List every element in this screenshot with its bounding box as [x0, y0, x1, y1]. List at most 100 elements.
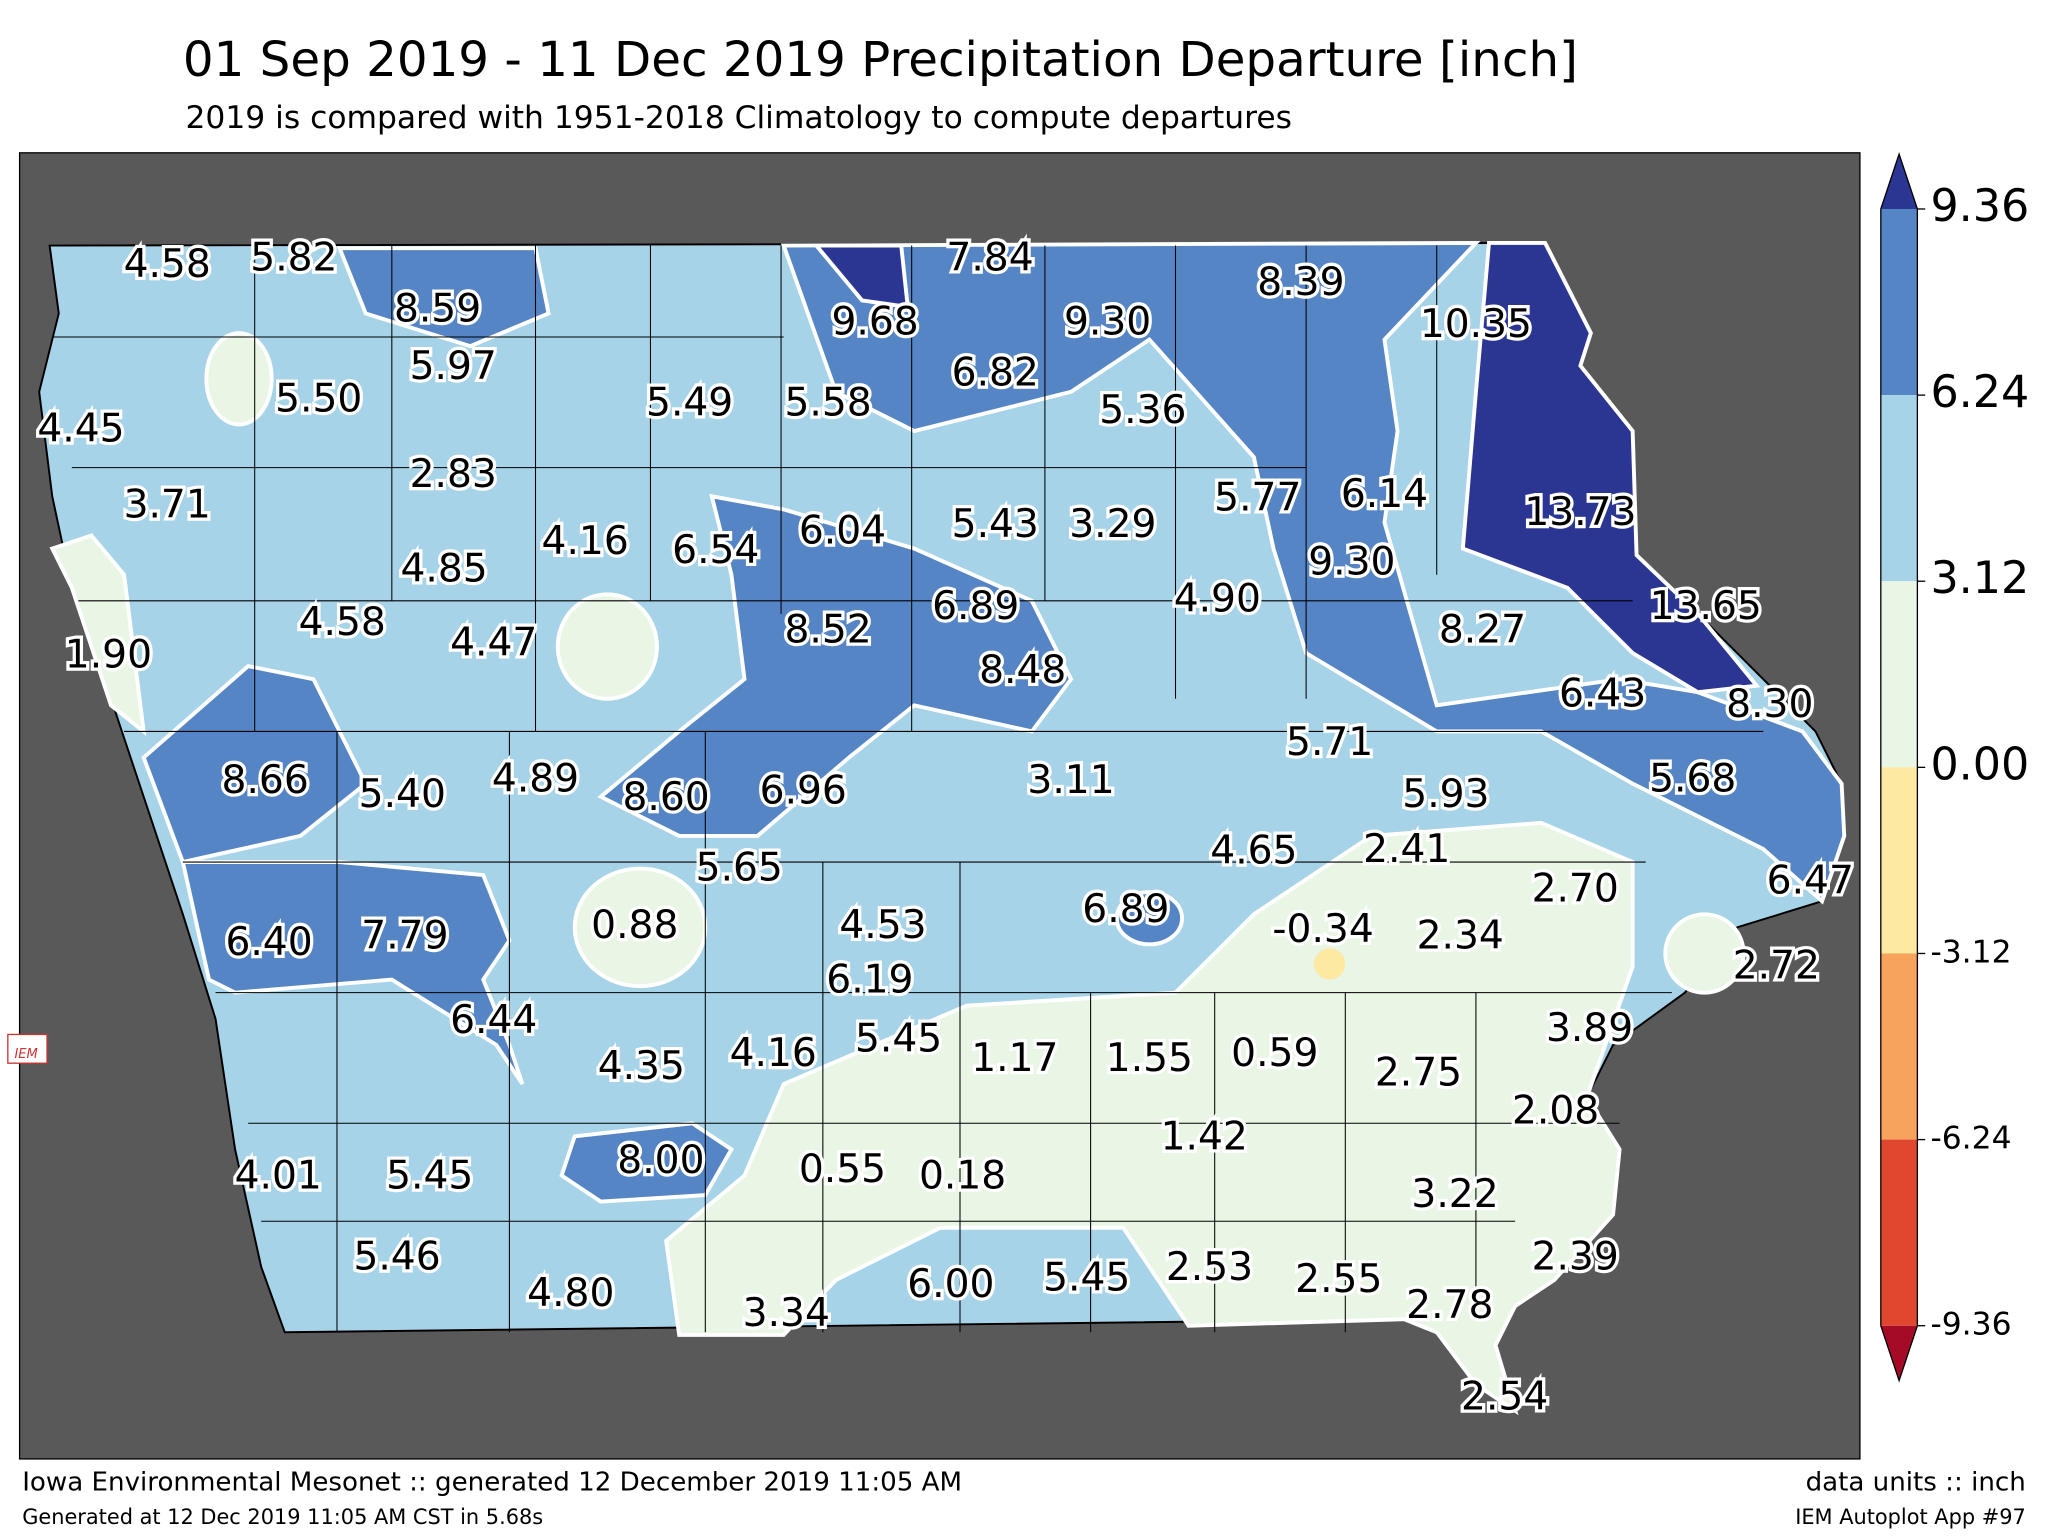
value-label: 13.73: [1524, 490, 1636, 535]
value-label: 8.59: [394, 286, 481, 331]
value-label: 8.48: [979, 648, 1066, 693]
value-label: 0.88: [591, 903, 678, 948]
value-label: 8.52: [784, 608, 871, 653]
value-label: 8.27: [1439, 608, 1526, 653]
value-label: -0.34: [1272, 907, 1373, 952]
value-label: 5.68: [1649, 757, 1736, 802]
value-label: 6.04: [799, 508, 886, 553]
value-label: 6.43: [1559, 672, 1646, 717]
value-label: 6.14: [1341, 472, 1428, 517]
value-label: 2.70: [1532, 866, 1619, 911]
value-label: 8.30: [1726, 682, 1813, 727]
value-label: 0.55: [799, 1147, 886, 1192]
value-label: 2.78: [1406, 1283, 1493, 1328]
value-label: 9.30: [1064, 299, 1151, 344]
value-label: 5.82: [250, 235, 337, 280]
value-label: 4.65: [1210, 828, 1297, 873]
value-label: 0.59: [1231, 1031, 1318, 1076]
value-label: 2.41: [1363, 827, 1450, 872]
value-label: 4.16: [542, 519, 629, 564]
value-label: 4.53: [839, 903, 926, 948]
colorbar-tick-label: 0.00: [1930, 739, 2029, 790]
colorbar-extend-bottom: [1880, 1325, 1918, 1381]
value-label: 5.45: [1043, 1256, 1130, 1301]
value-label: 4.85: [400, 546, 487, 591]
value-label: 2.55: [1295, 1257, 1382, 1302]
value-label: 5.43: [952, 502, 1039, 547]
value-label: 2.34: [1417, 913, 1504, 958]
colorbar-segment: [1880, 395, 1918, 582]
value-label: 5.93: [1402, 772, 1489, 817]
footer-right: data units :: inch: [1806, 1467, 2026, 1497]
value-label: 3.11: [1027, 758, 1114, 803]
value-label: 4.45: [37, 407, 124, 452]
value-label: 6.54: [672, 528, 759, 573]
colorbar-segment: [1880, 1139, 1918, 1326]
value-label: 6.96: [760, 768, 847, 813]
value-label: 3.89: [1546, 1006, 1633, 1051]
colorbar-segment: [1880, 208, 1918, 396]
value-label: 10.35: [1420, 302, 1532, 347]
value-label: 4.58: [124, 242, 211, 287]
value-label: 4.47: [450, 621, 537, 666]
colorbar-segment: [1880, 581, 1918, 768]
value-label: 7.84: [946, 235, 1033, 280]
value-label: 5.40: [359, 772, 446, 817]
value-label: 5.46: [353, 1235, 440, 1280]
value-label: 5.36: [1099, 388, 1186, 433]
value-label: 1.90: [65, 632, 152, 677]
value-label: 2.83: [410, 452, 497, 497]
footer-left-small: Generated at 12 Dec 2019 11:05 AM CST in…: [22, 1505, 543, 1529]
value-label: 3.34: [743, 1291, 830, 1336]
value-label: 3.29: [1069, 502, 1156, 547]
value-label: 5.71: [1286, 720, 1373, 765]
value-label: 9.30: [1308, 540, 1395, 585]
value-label: 8.66: [222, 758, 309, 803]
footer-right-small: IEM Autoplot App #97: [1795, 1505, 2026, 1529]
value-label: 2.39: [1532, 1235, 1619, 1280]
value-label: 4.58: [299, 600, 386, 645]
value-label: 8.00: [617, 1138, 704, 1183]
value-label: 2.75: [1375, 1050, 1462, 1095]
colorbar-tick-label: -9.36: [1930, 1307, 2011, 1343]
logo-text: IEM: [14, 1047, 37, 1062]
value-label: 4.35: [598, 1044, 685, 1089]
value-label: 5.58: [784, 380, 871, 425]
value-label: 4.89: [492, 757, 579, 802]
value-label: 6.89: [932, 584, 1019, 629]
footer-left: Iowa Environmental Mesonet :: generated …: [22, 1467, 962, 1497]
value-label: 6.82: [952, 350, 1039, 395]
value-label: 13.65: [1650, 584, 1762, 629]
colorbar-tick-label: 9.36: [1930, 181, 2029, 232]
value-label: 8.39: [1257, 260, 1344, 305]
value-label: 6.19: [826, 958, 913, 1003]
iem-logo: IEM: [7, 1033, 48, 1064]
colorbar: 9.36 6.24 3.12 0.00 -3.12 -6.24 -9.36: [1880, 152, 2029, 1383]
value-label: 0.18: [919, 1154, 1006, 1199]
value-label: 7.79: [361, 913, 448, 958]
colorbar-segment: [1880, 953, 1918, 1140]
value-label: 1.55: [1106, 1036, 1193, 1081]
value-label: 6.44: [450, 998, 537, 1043]
value-label: 5.97: [410, 344, 497, 389]
value-label: 4.80: [527, 1271, 614, 1316]
value-label: 3.71: [124, 482, 211, 527]
colorbar-tick-label: -6.24: [1930, 1121, 2011, 1157]
value-label: 9.68: [831, 299, 918, 344]
value-label: 1.42: [1161, 1114, 1248, 1159]
colorbar-segment: [1880, 767, 1918, 954]
value-label: 4.16: [730, 1031, 817, 1076]
value-label: 2.72: [1733, 943, 1820, 988]
colorbar-tick-label: 3.12: [1930, 553, 2029, 604]
value-label: 1.17: [971, 1036, 1058, 1081]
value-label: 4.90: [1174, 576, 1261, 621]
title: 01 Sep 2019 - 11 Dec 2019 Precipitation …: [183, 32, 1578, 88]
value-label: 6.89: [1082, 887, 1169, 932]
value-label: 5.50: [275, 376, 362, 421]
value-label: 5.49: [646, 380, 733, 425]
value-label: 6.00: [907, 1262, 994, 1307]
value-label: 2.54: [1461, 1374, 1548, 1419]
colorbar-extend-top: [1880, 154, 1918, 209]
